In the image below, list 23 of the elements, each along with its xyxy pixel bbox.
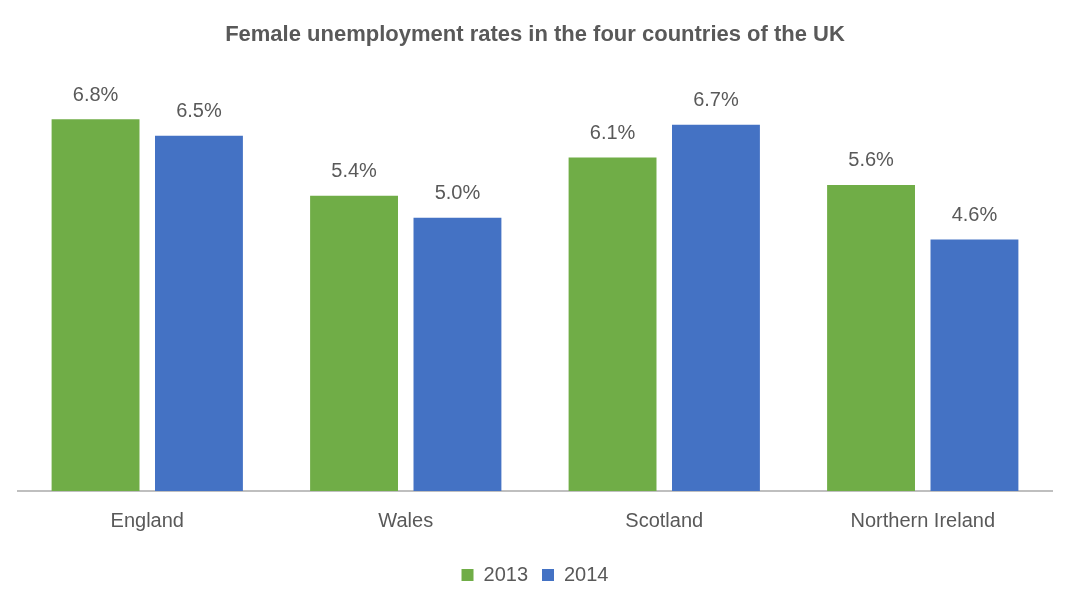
x-tick-label: Wales	[378, 508, 434, 531]
bar	[155, 135, 243, 491]
bar	[930, 239, 1019, 491]
legend-label: 2013	[483, 562, 529, 585]
data-label: 6.7%	[693, 88, 739, 111]
bar	[310, 195, 398, 491]
data-label: 6.1%	[589, 121, 636, 144]
data-label: 5.6%	[848, 148, 895, 171]
bar	[568, 157, 657, 491]
bar	[672, 124, 760, 491]
x-tick-label: Scotland	[625, 508, 704, 531]
chart-title: Female unemployment rates in the four countries of the UK	[225, 21, 845, 47]
data-label: 6.5%	[176, 99, 222, 122]
x-tick-label: England	[110, 508, 184, 531]
data-label: 6.8%	[72, 82, 119, 105]
bar	[413, 217, 502, 491]
data-label: 5.0%	[434, 181, 481, 204]
bar	[51, 119, 140, 491]
bar	[827, 184, 915, 491]
x-tick-label: Northern Ireland	[850, 508, 996, 531]
data-label: 4.6%	[951, 203, 998, 226]
data-label: 5.4%	[331, 159, 378, 182]
legend-label: 2014	[564, 562, 609, 585]
